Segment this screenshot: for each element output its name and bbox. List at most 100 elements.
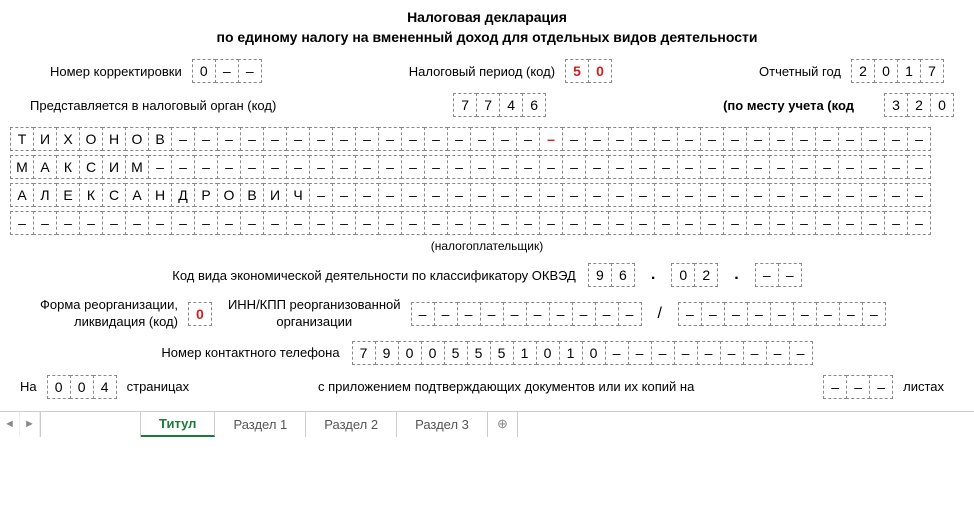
cell[interactable]: –	[411, 302, 435, 326]
cell[interactable]: –	[217, 155, 241, 179]
cell[interactable]: –	[526, 302, 550, 326]
cell[interactable]: –	[595, 302, 619, 326]
cell[interactable]: –	[309, 155, 333, 179]
cell[interactable]: –	[678, 302, 702, 326]
cell[interactable]: 0	[188, 302, 212, 326]
cell[interactable]: 1	[897, 59, 921, 83]
cell[interactable]: –	[823, 375, 847, 399]
cell[interactable]: –	[677, 183, 701, 207]
cell[interactable]: –	[378, 183, 402, 207]
cell[interactable]: –	[700, 183, 724, 207]
cell[interactable]: –	[907, 211, 931, 235]
cell[interactable]: О	[79, 127, 103, 151]
cell[interactable]: –	[355, 127, 379, 151]
cell[interactable]: –	[723, 155, 747, 179]
cell[interactable]: 5	[467, 341, 491, 365]
cell[interactable]: 0	[47, 375, 71, 399]
place-cells[interactable]: 320	[884, 93, 954, 117]
cell[interactable]: 1	[559, 341, 583, 365]
cell[interactable]: –	[815, 211, 839, 235]
cell[interactable]: –	[562, 183, 586, 207]
cell[interactable]: –	[608, 155, 632, 179]
cell[interactable]: –	[33, 211, 57, 235]
cell[interactable]: –	[217, 211, 241, 235]
cell[interactable]: –	[907, 183, 931, 207]
cell[interactable]: –	[171, 211, 195, 235]
cell[interactable]: –	[447, 183, 471, 207]
cell[interactable]: –	[240, 127, 264, 151]
cell[interactable]: –	[700, 127, 724, 151]
cell[interactable]: –	[792, 211, 816, 235]
cell[interactable]: –	[839, 302, 863, 326]
cell[interactable]: –	[838, 183, 862, 207]
cell[interactable]: К	[79, 183, 103, 207]
cell[interactable]: –	[723, 183, 747, 207]
inn-g1[interactable]: ––––––––––	[411, 302, 642, 326]
cell[interactable]: –	[778, 263, 802, 287]
cell[interactable]: –	[434, 302, 458, 326]
cell[interactable]: –	[838, 127, 862, 151]
cell[interactable]: –	[240, 155, 264, 179]
cell[interactable]: М	[125, 155, 149, 179]
cell[interactable]: –	[240, 211, 264, 235]
cell[interactable]: А	[10, 183, 34, 207]
cell[interactable]: –	[677, 127, 701, 151]
cell[interactable]: –	[215, 59, 239, 83]
cell[interactable]: –	[516, 127, 540, 151]
cell[interactable]: –	[378, 127, 402, 151]
cell[interactable]: –	[424, 155, 448, 179]
cell[interactable]: –	[332, 127, 356, 151]
cell[interactable]: –	[585, 127, 609, 151]
cell[interactable]: –	[724, 302, 748, 326]
cell[interactable]: –	[309, 127, 333, 151]
cell[interactable]: –	[194, 211, 218, 235]
name-line-1[interactable]: ТИХОНОВ–––––––––––––––––––––––––––––––––	[10, 127, 931, 151]
cell[interactable]: –	[862, 302, 886, 326]
cell[interactable]: –	[700, 155, 724, 179]
cell[interactable]: –	[470, 127, 494, 151]
cell[interactable]: –	[654, 155, 678, 179]
cell[interactable]: М	[10, 155, 34, 179]
cell[interactable]: –	[861, 127, 885, 151]
cell[interactable]: –	[769, 155, 793, 179]
cell[interactable]: –	[516, 183, 540, 207]
cell[interactable]: –	[723, 211, 747, 235]
cell[interactable]: –	[447, 211, 471, 235]
cell[interactable]: –	[628, 341, 652, 365]
cell[interactable]: –	[585, 155, 609, 179]
cell[interactable]: –	[355, 183, 379, 207]
cell[interactable]: 5	[565, 59, 589, 83]
cell[interactable]: –	[907, 155, 931, 179]
name-line-2[interactable]: МАКСИМ––––––––––––––––––––––––––––––––––	[10, 155, 931, 179]
cell[interactable]: –	[401, 127, 425, 151]
cell[interactable]: –	[424, 127, 448, 151]
inn-g2[interactable]: –––––––––	[678, 302, 886, 326]
cell[interactable]: –	[171, 127, 195, 151]
cell[interactable]: –	[792, 183, 816, 207]
cell[interactable]: –	[470, 211, 494, 235]
cell[interactable]: –	[194, 155, 218, 179]
cell[interactable]: 0	[588, 59, 612, 83]
cell[interactable]: –	[746, 183, 770, 207]
okved-g2[interactable]: 02	[671, 263, 718, 287]
cell[interactable]: –	[457, 302, 481, 326]
cell[interactable]: –	[789, 341, 813, 365]
cell[interactable]: –	[562, 155, 586, 179]
cell[interactable]: 0	[582, 341, 606, 365]
tab-scroll-right[interactable]: ►	[20, 412, 40, 437]
cell[interactable]: –	[424, 211, 448, 235]
cell[interactable]: –	[562, 211, 586, 235]
cell[interactable]: –	[747, 302, 771, 326]
cell[interactable]: Н	[148, 183, 172, 207]
cell[interactable]: –	[654, 211, 678, 235]
cell[interactable]: Р	[194, 183, 218, 207]
cell[interactable]: –	[746, 155, 770, 179]
cell[interactable]: –	[125, 211, 149, 235]
cell[interactable]: –	[884, 211, 908, 235]
cell[interactable]: –	[815, 127, 839, 151]
cell[interactable]: –	[631, 127, 655, 151]
cell[interactable]: 7	[920, 59, 944, 83]
cell[interactable]: –	[539, 127, 563, 151]
cell[interactable]: –	[884, 127, 908, 151]
cell[interactable]: –	[447, 155, 471, 179]
